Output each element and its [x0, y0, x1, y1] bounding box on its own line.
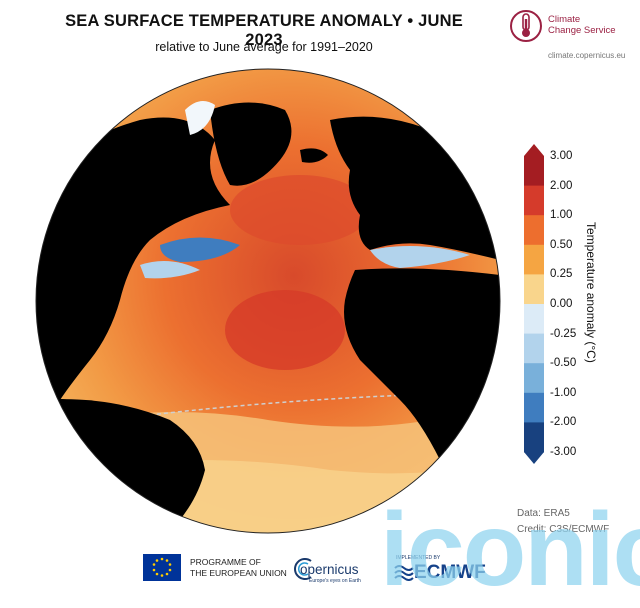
colorbar-tick-label: -2.00 — [550, 416, 577, 429]
copernicus-logo-text: opernicus — [300, 562, 359, 577]
colorbar-segment — [524, 304, 544, 335]
colorbar-segment — [524, 156, 544, 187]
ecmwf-logo-text: ECMWF — [414, 562, 486, 583]
eu-line1: PROGRAMME OF — [190, 557, 261, 567]
page-subtitle: relative to June average for 1991–2020 — [155, 40, 373, 54]
mediterranean-sea — [370, 246, 470, 268]
colorbar-segment — [524, 392, 544, 423]
c3s-name: Climate Change Service — [548, 14, 616, 36]
colorbar-tick-label: 0.00 — [550, 298, 573, 310]
watermark-text: iconic — [380, 492, 640, 608]
c3s-name-line2: Change Service — [548, 25, 616, 36]
ecmwf-implemented-by: IMPLEMENTED BY — [396, 555, 441, 561]
c3s-name-line1: Climate — [548, 14, 581, 25]
credit-line: Credit: C3S/ECMWF — [517, 524, 610, 535]
ecmwf-wave-icon — [394, 565, 414, 581]
colorbar-segment — [524, 422, 544, 453]
colorbar-tick-label: 1.00 — [550, 209, 573, 222]
colorbar-segment — [524, 363, 544, 394]
eu-line2: THE EUROPEAN UNION — [190, 567, 287, 578]
colorbar-tick-label: 0.50 — [550, 238, 573, 251]
colorbar-segment — [524, 215, 544, 246]
greenland-landmass — [210, 102, 292, 186]
c3s-url: climate.copernicus.eu — [548, 51, 626, 60]
page-title: SEA SURFACE TEMPERATURE ANOMALY • JUNE 2… — [65, 12, 463, 49]
cold-anomaly-patch — [160, 237, 240, 262]
colorbar-tick-label: 2.00 — [550, 179, 573, 192]
thermometer-icon — [510, 10, 542, 42]
north-america-landmass — [36, 117, 230, 400]
equator-line — [149, 394, 411, 416]
colorbar-segment — [524, 274, 544, 305]
copernicus-c-icon — [294, 558, 312, 580]
colorbar-tick-label: 3.00 — [550, 150, 573, 162]
warm-anomaly-core — [225, 290, 345, 370]
copernicus-tagline: Europe's eyes on Earth — [309, 578, 361, 584]
eu-programme-text: PROGRAMME OF THE EUROPEAN UNION — [190, 557, 287, 578]
colorbar-segment — [524, 185, 544, 216]
colorbar-tick-label: 0.25 — [550, 268, 573, 281]
colorbar-tick-label: -0.25 — [550, 327, 577, 340]
colorbar-tick-label: -0.50 — [550, 357, 577, 370]
c3s-logo: Climate Change Service climate.copernicu… — [508, 6, 638, 66]
colorbar-arrow-up — [524, 144, 544, 156]
colorbar-tick-label: -1.00 — [550, 386, 577, 399]
colorbar-segment — [524, 333, 544, 364]
eu-flag-icon — [143, 554, 181, 581]
colorbar-segment — [524, 244, 544, 275]
colorbar-arrow-down — [524, 452, 544, 464]
africa-landmass — [344, 268, 500, 474]
colorbar-tick-label: -3.00 — [550, 446, 577, 458]
data-source: Data: ERA5 — [517, 508, 570, 519]
